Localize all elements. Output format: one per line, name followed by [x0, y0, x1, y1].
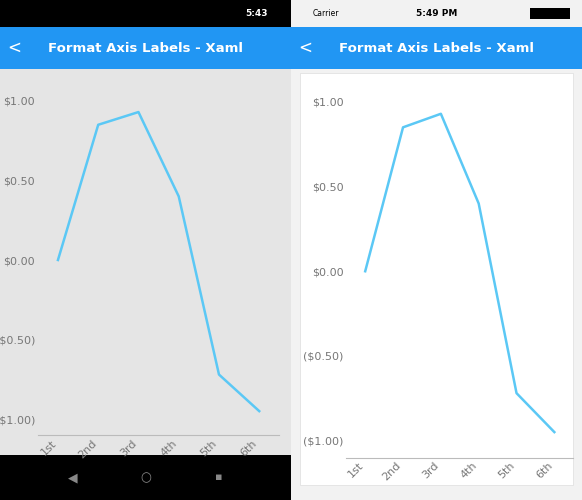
- Bar: [291, 0, 582, 26]
- Bar: [0, 69, 291, 455]
- Bar: [300, 72, 573, 485]
- Text: Carrier: Carrier: [313, 8, 339, 18]
- Text: <: <: [8, 39, 22, 57]
- Text: 5:43: 5:43: [245, 8, 267, 18]
- Bar: [0, 455, 291, 500]
- Text: Format Axis Labels - Xaml: Format Axis Labels - Xaml: [339, 42, 534, 54]
- Text: ◀: ◀: [68, 471, 77, 484]
- Bar: [530, 8, 570, 19]
- Bar: [0, 0, 291, 26]
- Text: 5:49 PM: 5:49 PM: [416, 8, 457, 18]
- Text: Format Axis Labels - Xaml: Format Axis Labels - Xaml: [48, 42, 243, 54]
- Text: <: <: [299, 39, 313, 57]
- Bar: [291, 26, 582, 69]
- Bar: [0, 26, 291, 69]
- Text: ▪: ▪: [215, 472, 222, 482]
- Text: ○: ○: [140, 471, 151, 484]
